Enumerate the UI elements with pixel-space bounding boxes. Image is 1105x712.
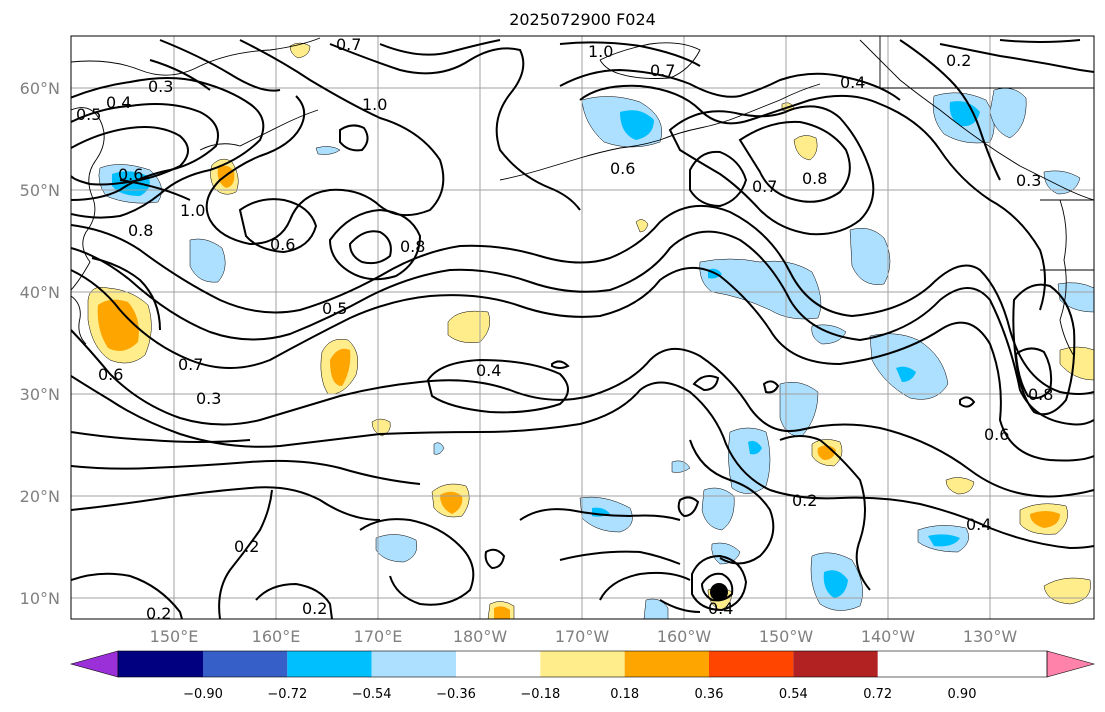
svg-text:0.7: 0.7 [178,355,203,374]
lon-tick: 180°W [453,627,508,646]
svg-text:0.6: 0.6 [118,165,143,184]
lat-tick: 30°N [20,385,60,404]
svg-text:1.0: 1.0 [588,42,613,61]
svg-text:0.4: 0.4 [106,93,131,112]
svg-text:0.2: 0.2 [792,491,817,510]
map-border [70,35,1095,620]
lon-tick: 160°E [252,627,301,646]
svg-text:0.4: 0.4 [708,599,733,618]
lon-tick: 170°E [354,627,403,646]
svg-text:0.7: 0.7 [752,177,777,196]
lon-tick: 150°E [150,627,199,646]
lat-tick: 40°N [20,283,60,302]
svg-text:0.2: 0.2 [234,537,259,556]
svg-text:0.8: 0.8 [802,169,827,188]
latitude-labels: 10°N 20°N 30°N 40°N 50°N 60°N [20,79,60,608]
colorbar-tick-label: 0.18 [610,687,639,702]
svg-text:0.5: 0.5 [76,105,101,124]
colorbar-tick-label: 0.72 [863,687,892,702]
svg-text:0.3: 0.3 [1016,171,1041,190]
svg-text:1.0: 1.0 [362,95,387,114]
svg-text:0.7: 0.7 [336,35,361,54]
contour-labels: 1.0 0.7 0.4 0.2 0.3 0.5 0.4 1.0 0.7 0.6 … [76,35,1053,623]
lon-tick: 140°W [861,627,916,646]
colorbar-tick-label: −0.72 [267,687,307,702]
svg-text:0.6: 0.6 [98,365,123,384]
svg-text:0.3: 0.3 [196,389,221,408]
svg-text:0.4: 0.4 [476,361,501,380]
svg-text:0.8: 0.8 [128,221,153,240]
colorbar-extend-high [1046,650,1096,678]
svg-text:0.2: 0.2 [946,51,971,70]
colorbar-segment [624,651,709,677]
colorbar-tick-label: 0.54 [779,687,808,702]
lat-tick: 10°N [20,589,60,608]
svg-text:0.2: 0.2 [146,604,171,623]
lon-tick: 170°W [555,627,610,646]
svg-text:0.4: 0.4 [966,515,991,534]
colorbar-tick-label: −0.18 [520,687,560,702]
lat-tick: 20°N [20,487,60,506]
contour-lines [71,39,1094,619]
storm-center-marker [710,583,728,601]
colorbar-segment [287,651,372,677]
svg-text:0.8: 0.8 [1028,385,1053,404]
svg-text:0.3: 0.3 [148,77,173,96]
coastlines [71,36,1094,357]
svg-text:0.6: 0.6 [610,159,635,178]
longitude-labels: 150°E 160°E 170°E 180°W 170°W 160°W 150°… [150,627,1018,646]
lat-tick: 50°N [20,181,60,200]
colorbar-segment [540,651,625,677]
svg-text:0.4: 0.4 [840,73,865,92]
colorbar-extend-low [69,650,119,678]
colorbar-tick-label: −0.36 [436,687,476,702]
svg-text:0.5: 0.5 [322,299,347,318]
map-title: 2025072900 F024 [509,10,656,29]
colorbar-tick-label: −0.90 [183,687,223,702]
colorbar-tick-label: 0.36 [695,687,724,702]
colorbar-segment [793,651,878,677]
colorbar-tick-label: 0.90 [948,687,977,702]
colorbar-segment [709,651,794,677]
svg-text:0.6: 0.6 [270,235,295,254]
colorbar-segment [203,651,288,677]
svg-text:0.8: 0.8 [400,237,425,256]
svg-text:0.2: 0.2 [302,599,327,618]
colorbar-tick-label: −0.54 [352,687,392,702]
lat-tick: 60°N [20,79,60,98]
svg-text:0.6: 0.6 [984,425,1009,444]
svg-text:1.0: 1.0 [180,201,205,220]
colorbar: −0.90 −0.72 −0.54 −0.36 −0.18 0.18 0.36 0.54 0.7… [69,650,1096,702]
lon-tick: 130°W [963,627,1018,646]
colorbar-frame [117,650,1048,678]
lon-tick: 150°W [759,627,814,646]
lon-tick: 160°W [657,627,712,646]
colorbar-segment [371,651,456,677]
colorbar-segment [456,651,541,677]
svg-text:0.7: 0.7 [650,61,675,80]
colorbar-segment [118,651,203,677]
